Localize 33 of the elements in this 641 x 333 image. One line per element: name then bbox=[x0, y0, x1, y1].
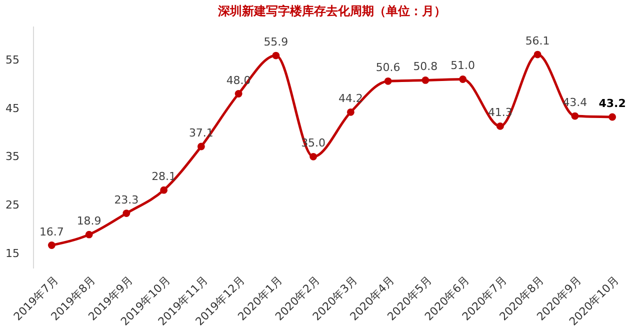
data-label: 51.0 bbox=[450, 59, 476, 72]
y-tick-label: 35 bbox=[6, 150, 20, 164]
data-label: 18.9 bbox=[76, 214, 102, 228]
point bbox=[459, 76, 467, 83]
point bbox=[234, 90, 242, 98]
point bbox=[384, 77, 392, 85]
point bbox=[272, 52, 280, 60]
point bbox=[85, 230, 93, 238]
data-label: 23.3 bbox=[114, 193, 139, 206]
y-tick-label: 55 bbox=[6, 53, 20, 66]
point bbox=[608, 113, 616, 121]
data-label: 43.2 bbox=[598, 96, 626, 110]
point bbox=[496, 122, 504, 130]
point bbox=[346, 108, 354, 116]
y-tick-label: 15 bbox=[6, 246, 20, 260]
point bbox=[197, 142, 205, 150]
point bbox=[422, 76, 430, 84]
data-label: 16.7 bbox=[39, 225, 64, 238]
data-label: 55.9 bbox=[264, 36, 288, 49]
point bbox=[122, 210, 130, 218]
data-label: 28.1 bbox=[152, 170, 176, 184]
data-label: 56.1 bbox=[525, 34, 550, 48]
y-tick-label: 25 bbox=[6, 198, 20, 212]
point bbox=[534, 50, 542, 58]
point bbox=[571, 112, 579, 120]
data-label: 44.2 bbox=[338, 92, 363, 106]
data-label: 50.8 bbox=[413, 60, 438, 74]
point bbox=[48, 242, 56, 249]
point bbox=[160, 186, 168, 194]
data-label: 50.6 bbox=[376, 61, 400, 74]
chart-title: 深圳新建写字楼库存去化周期（单位：月） bbox=[217, 4, 446, 18]
point bbox=[310, 152, 318, 160]
y-tick-label: 45 bbox=[6, 102, 20, 115]
